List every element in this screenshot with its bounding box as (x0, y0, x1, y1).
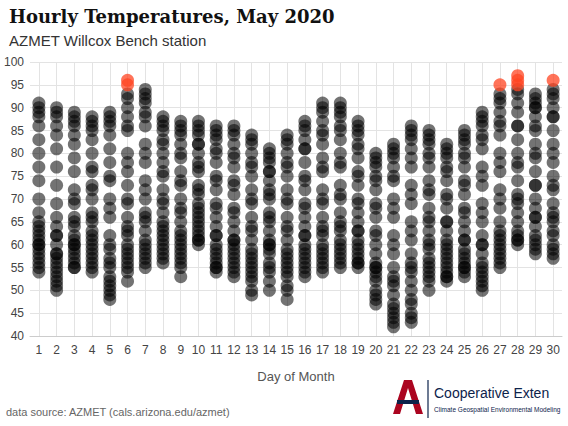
svg-text:27: 27 (493, 343, 507, 357)
svg-text:14: 14 (263, 343, 277, 357)
svg-text:95: 95 (11, 78, 25, 92)
svg-text:26: 26 (476, 343, 490, 357)
svg-text:8: 8 (160, 343, 167, 357)
svg-text:19: 19 (351, 343, 365, 357)
svg-text:1: 1 (36, 343, 43, 357)
svg-text:75: 75 (11, 169, 25, 183)
svg-text:Day of Month: Day of Month (257, 369, 334, 384)
svg-text:29: 29 (529, 343, 543, 357)
svg-text:AZMET Willcox Bench station: AZMET Willcox Bench station (9, 32, 206, 49)
svg-text:12: 12 (227, 343, 241, 357)
svg-text:50: 50 (11, 283, 25, 297)
svg-text:60: 60 (11, 238, 25, 252)
svg-text:22: 22 (405, 343, 419, 357)
svg-text:6: 6 (124, 343, 131, 357)
svg-text:5: 5 (106, 343, 113, 357)
svg-text:10: 10 (192, 343, 206, 357)
svg-text:17: 17 (316, 343, 330, 357)
svg-text:2: 2 (53, 343, 60, 357)
svg-text:20: 20 (369, 343, 383, 357)
svg-text:16: 16 (298, 343, 312, 357)
svg-text:21: 21 (387, 343, 401, 357)
svg-text:9: 9 (177, 343, 184, 357)
svg-text:data source: AZMET (cals.arizo: data source: AZMET (cals.arizona.edu/azm… (6, 406, 230, 418)
svg-text:Hourly Temperatures, May 2020: Hourly Temperatures, May 2020 (9, 6, 335, 27)
svg-text:90: 90 (11, 101, 25, 115)
svg-text:13: 13 (245, 343, 259, 357)
svg-text:65: 65 (11, 215, 25, 229)
svg-text:40: 40 (11, 329, 25, 343)
svg-text:18: 18 (334, 343, 348, 357)
svg-text:4: 4 (89, 343, 96, 357)
svg-text:7: 7 (142, 343, 149, 357)
svg-text:11: 11 (210, 343, 223, 357)
svg-text:Cooperative Exten: Cooperative Exten (434, 385, 549, 401)
svg-text:15: 15 (280, 343, 294, 357)
svg-text:25: 25 (458, 343, 472, 357)
svg-text:80: 80 (11, 146, 25, 160)
svg-text:55: 55 (11, 261, 25, 275)
svg-text:70: 70 (11, 192, 25, 206)
svg-text:85: 85 (11, 124, 25, 138)
svg-text:24: 24 (440, 343, 454, 357)
svg-text:Climate Geospatial Environment: Climate Geospatial Environmental Modelin… (434, 406, 561, 414)
svg-text:45: 45 (11, 306, 25, 320)
svg-text:3: 3 (71, 343, 78, 357)
svg-text:23: 23 (422, 343, 436, 357)
svg-text:100: 100 (4, 55, 24, 69)
svg-text:30: 30 (546, 343, 560, 357)
svg-text:28: 28 (511, 343, 525, 357)
